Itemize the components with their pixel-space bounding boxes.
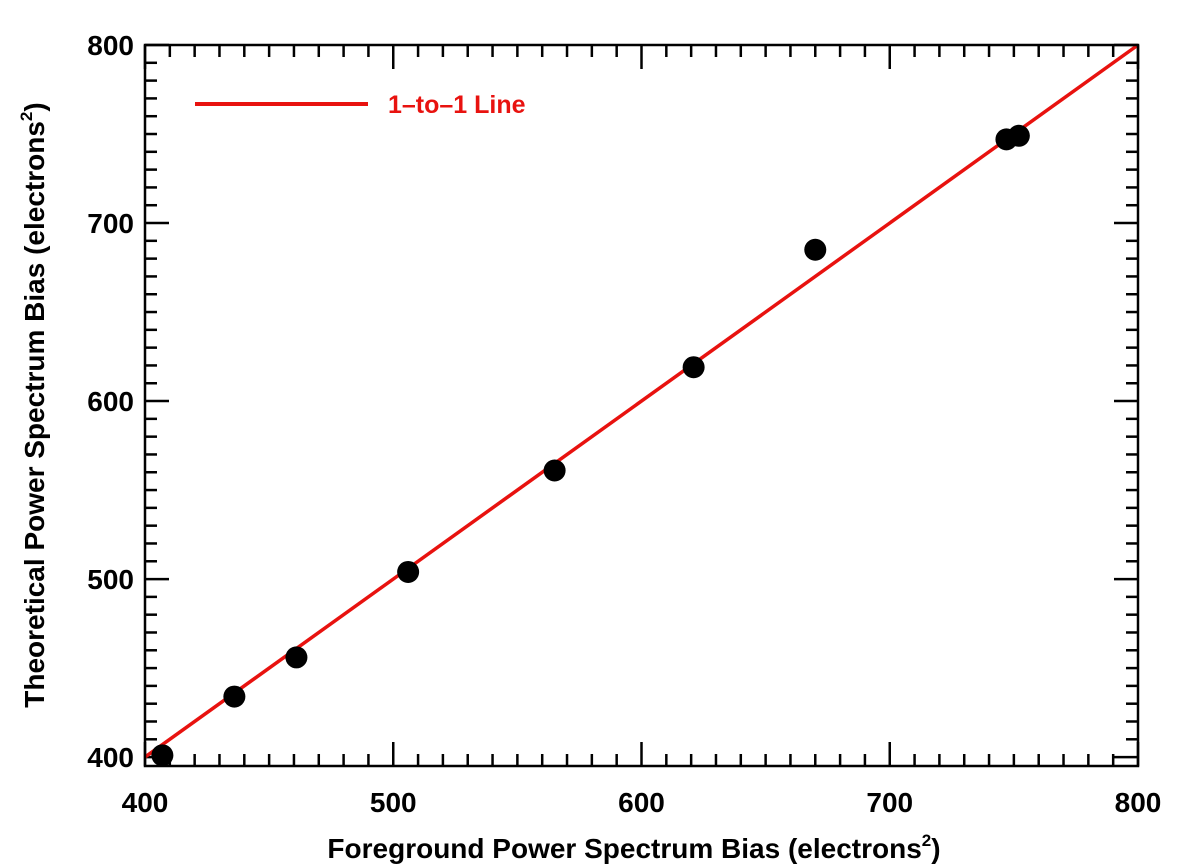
x-axis-label: Foreground Power Spectrum Bias (electron… [327,831,940,864]
data-point [223,685,246,708]
y-axis-label: Theoretical Power Spectrum Bias (electro… [17,102,50,707]
x-tick-label: 800 [1115,787,1162,818]
data-point [397,560,420,583]
x-tick-label: 600 [618,787,665,818]
x-tick-label: 400 [122,787,169,818]
x-tick-label: 700 [866,787,913,818]
data-point [682,356,705,379]
data-point [285,646,308,669]
legend-label: 1–to–1 Line [388,91,526,119]
x-tick-label: 500 [370,787,417,818]
y-tick-label: 700 [87,208,134,239]
axis-ticks [143,43,1140,766]
reference-line [143,43,1140,759]
data-points [151,124,1030,767]
data-point [543,459,566,482]
data-point [804,238,827,261]
plot-frame [143,43,1140,768]
tick-labels: 400 500 600 700 800 400 500 600 700 800 [87,30,1161,818]
data-point [1007,124,1030,147]
y-tick-label: 500 [87,564,134,595]
y-tick-label: 800 [87,30,134,61]
y-tick-label: 600 [87,386,134,417]
one-to-one-line [143,43,1140,759]
data-point [151,744,174,767]
y-tick-label: 400 [87,742,134,773]
